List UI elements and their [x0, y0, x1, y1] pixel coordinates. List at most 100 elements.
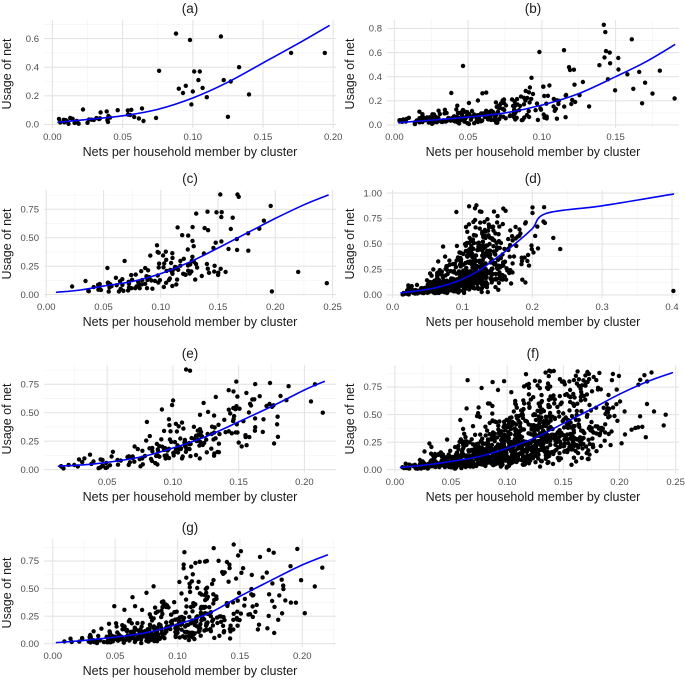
- x-axis-label: Nets per household member by cluster: [426, 145, 641, 159]
- gridlines: [387, 20, 679, 128]
- x-axis-label: Nets per household member by cluster: [426, 490, 641, 504]
- data-point: [607, 50, 612, 55]
- y-tick-label: 1.00: [364, 188, 383, 199]
- panel-title: (d): [525, 171, 542, 186]
- y-tick-label: 0.75: [21, 380, 40, 391]
- scatter-points: [400, 368, 668, 471]
- x-tick-label: 0.05: [106, 651, 125, 662]
- data-point: [218, 34, 224, 39]
- smooth-fit-curve: [399, 371, 674, 469]
- data-point: [236, 65, 242, 70]
- y-tick-label: 0.00: [364, 465, 383, 476]
- x-tick-label: 0.25: [666, 477, 685, 488]
- y-tick-label: 0.50: [21, 233, 40, 244]
- x-tick-label: 0.15: [554, 477, 573, 488]
- panel-title: (a): [182, 1, 199, 16]
- panel-title: (b): [525, 1, 542, 16]
- x-tick-label: 0.10: [498, 477, 517, 488]
- data-point: [204, 95, 209, 100]
- x-tick-label: 0.15: [606, 132, 625, 143]
- data-point: [320, 565, 325, 570]
- scatter-panel-a: 0.00 0.05 0.10 0.15 0.20 0.0 0.2 0.4 0.6 (a) Nets …: [0, 0, 342, 165]
- x-tick-label: 0.20: [293, 651, 312, 662]
- data-point: [246, 92, 252, 97]
- smooth-fit-curve: [57, 24, 330, 124]
- data-point: [180, 90, 186, 96]
- data-point: [625, 72, 630, 77]
- scatter-points: [397, 22, 677, 127]
- x-tick-label: 0.3: [596, 302, 609, 313]
- x-tick-label: 0.05: [459, 132, 478, 143]
- x-tick-label: 0.05: [98, 477, 117, 488]
- y-tick-label: 0.4: [369, 72, 382, 83]
- data-point: [231, 542, 236, 547]
- scatter-panel-c: 0.00 0.05 0.10 0.15 0.20 0.25 0.00 0.25 0.50 0.75…: [0, 170, 342, 335]
- x-tick-label: 0.10: [152, 302, 171, 313]
- x-tick-label: 0.0: [386, 302, 399, 313]
- scatter-points: [400, 203, 676, 297]
- x-tick-label: 0.20: [610, 477, 629, 488]
- gridlines: [44, 190, 336, 298]
- data-point: [288, 50, 294, 56]
- x-tick-label: 0.20: [266, 302, 285, 313]
- data-point: [156, 68, 162, 74]
- y-tick-label: 0.00: [21, 465, 40, 476]
- data-point: [265, 626, 270, 631]
- data-point: [650, 91, 655, 96]
- x-tick-label: 0.05: [442, 477, 461, 488]
- scatter-panel-d: 0.0 0.1 0.2 0.3 0.4 0.00 0.25 0.50 0.75 1.00 (d) Ne…: [343, 170, 685, 335]
- data-point: [672, 96, 677, 101]
- data-point: [541, 219, 546, 224]
- x-tick-label: 0.10: [533, 132, 552, 143]
- data-point: [639, 101, 645, 106]
- data-point: [637, 69, 642, 75]
- data-point: [657, 68, 662, 73]
- data-point: [261, 218, 267, 223]
- y-tick-label: 0.25: [21, 611, 40, 622]
- data-point: [671, 288, 676, 294]
- x-tick-label: 0.10: [164, 477, 183, 488]
- y-axis-label: Usage of net: [0, 557, 14, 628]
- y-tick-label: 0.2: [369, 96, 382, 107]
- data-point: [200, 85, 205, 91]
- y-axis-label: Usage of net: [343, 208, 357, 279]
- y-tick-label: 0.0: [26, 120, 39, 131]
- data-point: [236, 194, 241, 199]
- scatter-panel-g: 0.00 0.05 0.10 0.15 0.20 0.00 0.25 0.50 0.75 (g) N…: [0, 519, 342, 684]
- smooth-fit-curve: [398, 43, 676, 124]
- scatter-points: [58, 367, 325, 471]
- data-point: [642, 80, 648, 85]
- x-tick-label: 0.00: [43, 651, 62, 662]
- data-point: [187, 37, 193, 43]
- data-point: [268, 203, 273, 209]
- x-axis-label: Nets per household member by cluster: [83, 664, 298, 678]
- y-axis-label: Usage of net: [343, 383, 357, 454]
- panel-title: (e): [182, 346, 199, 361]
- data-point: [190, 89, 195, 94]
- scatter-panel-e: 0.05 0.10 0.15 0.20 0.00 0.25 0.50 0.75 (e) Nets …: [0, 345, 342, 510]
- data-point: [221, 77, 226, 83]
- x-tick-label: 0.15: [231, 651, 250, 662]
- data-point: [308, 399, 314, 404]
- x-tick-label: 0.15: [209, 302, 228, 313]
- data-point: [324, 281, 329, 286]
- x-tick-label: 0.4: [665, 302, 678, 313]
- scatter-plot-c: 0.00 0.05 0.10 0.15 0.20 0.25 0.00 0.25 0.50 0.75…: [0, 171, 342, 329]
- y-tick-label: 0.50: [21, 408, 40, 419]
- panel-title: (g): [182, 520, 199, 535]
- y-tick-label: 0.25: [364, 437, 383, 448]
- y-tick-label: 0.00: [364, 290, 383, 301]
- smooth-fit-curve: [55, 194, 329, 294]
- data-point: [477, 209, 483, 214]
- y-tick-label: 0.75: [21, 556, 40, 567]
- x-tick-label: 0.10: [184, 132, 203, 143]
- data-point: [183, 367, 189, 372]
- data-point: [603, 29, 608, 35]
- data-point: [616, 67, 621, 72]
- y-axis-label: Usage of net: [0, 208, 14, 279]
- data-point: [218, 192, 223, 197]
- scatter-panel-f: 0.00 0.05 0.10 0.15 0.20 0.25 0.00 0.25 0.50 0.75…: [343, 345, 685, 510]
- data-point: [320, 410, 325, 415]
- gridlines: [44, 20, 336, 128]
- y-tick-label: 0.50: [364, 410, 383, 421]
